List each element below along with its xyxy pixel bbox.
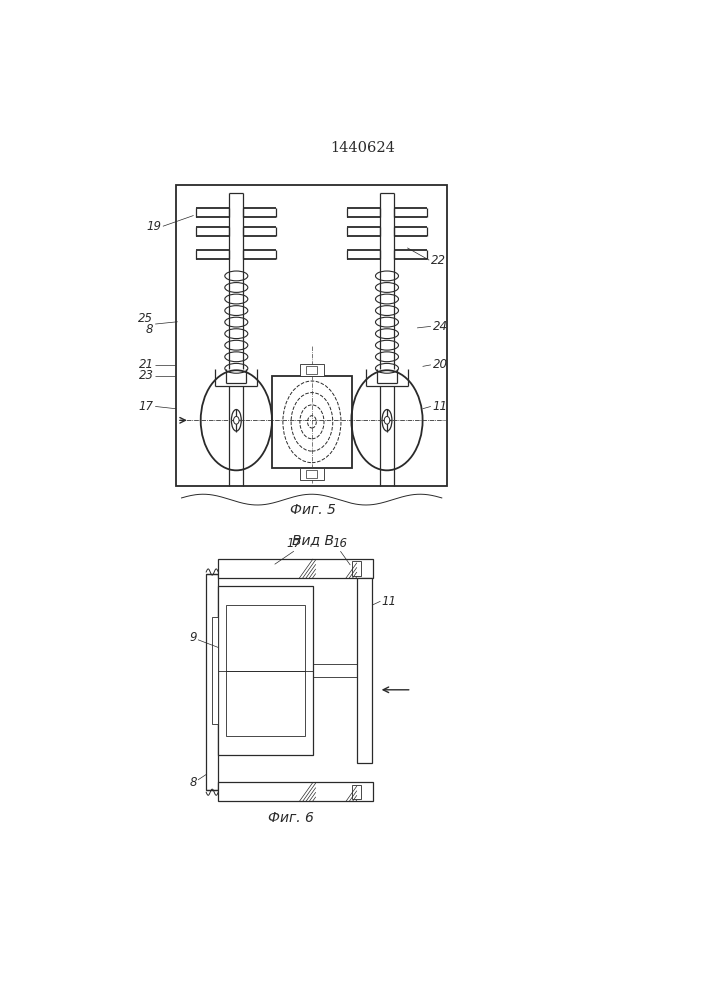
Bar (300, 364, 324, 376)
Text: 24: 24 (433, 320, 448, 333)
Text: 22: 22 (431, 254, 446, 267)
Bar (176, 185, 448, 486)
Text: 17: 17 (138, 400, 153, 413)
Text: 8: 8 (146, 323, 153, 336)
Text: Вид В: Вид В (292, 533, 334, 547)
Bar (353, 785, 361, 799)
Bar (226, 605, 305, 736)
Bar (357, 578, 372, 763)
Bar (353, 561, 361, 576)
Text: 9: 9 (189, 631, 197, 644)
Bar (218, 782, 373, 801)
Text: 20: 20 (433, 358, 448, 371)
Text: 16: 16 (333, 537, 348, 550)
Text: 21: 21 (139, 358, 154, 371)
Text: 11: 11 (382, 595, 397, 608)
Bar (300, 468, 324, 480)
Circle shape (385, 416, 390, 424)
Bar (272, 376, 351, 468)
Text: 23: 23 (139, 369, 154, 382)
Text: Фиг. 6: Фиг. 6 (268, 811, 314, 825)
Text: 8: 8 (189, 776, 197, 789)
Text: 19: 19 (146, 220, 161, 233)
Text: Фиг. 5: Фиг. 5 (290, 503, 336, 517)
Bar (211, 617, 218, 724)
Bar (218, 559, 373, 578)
Text: 1440624: 1440624 (330, 141, 395, 155)
Text: 25: 25 (138, 312, 153, 325)
Circle shape (233, 416, 239, 424)
Bar (306, 366, 317, 374)
Bar (306, 470, 317, 478)
Bar (218, 586, 313, 755)
Text: 11: 11 (433, 400, 448, 413)
Bar (206, 574, 218, 790)
Text: 17: 17 (286, 537, 301, 550)
